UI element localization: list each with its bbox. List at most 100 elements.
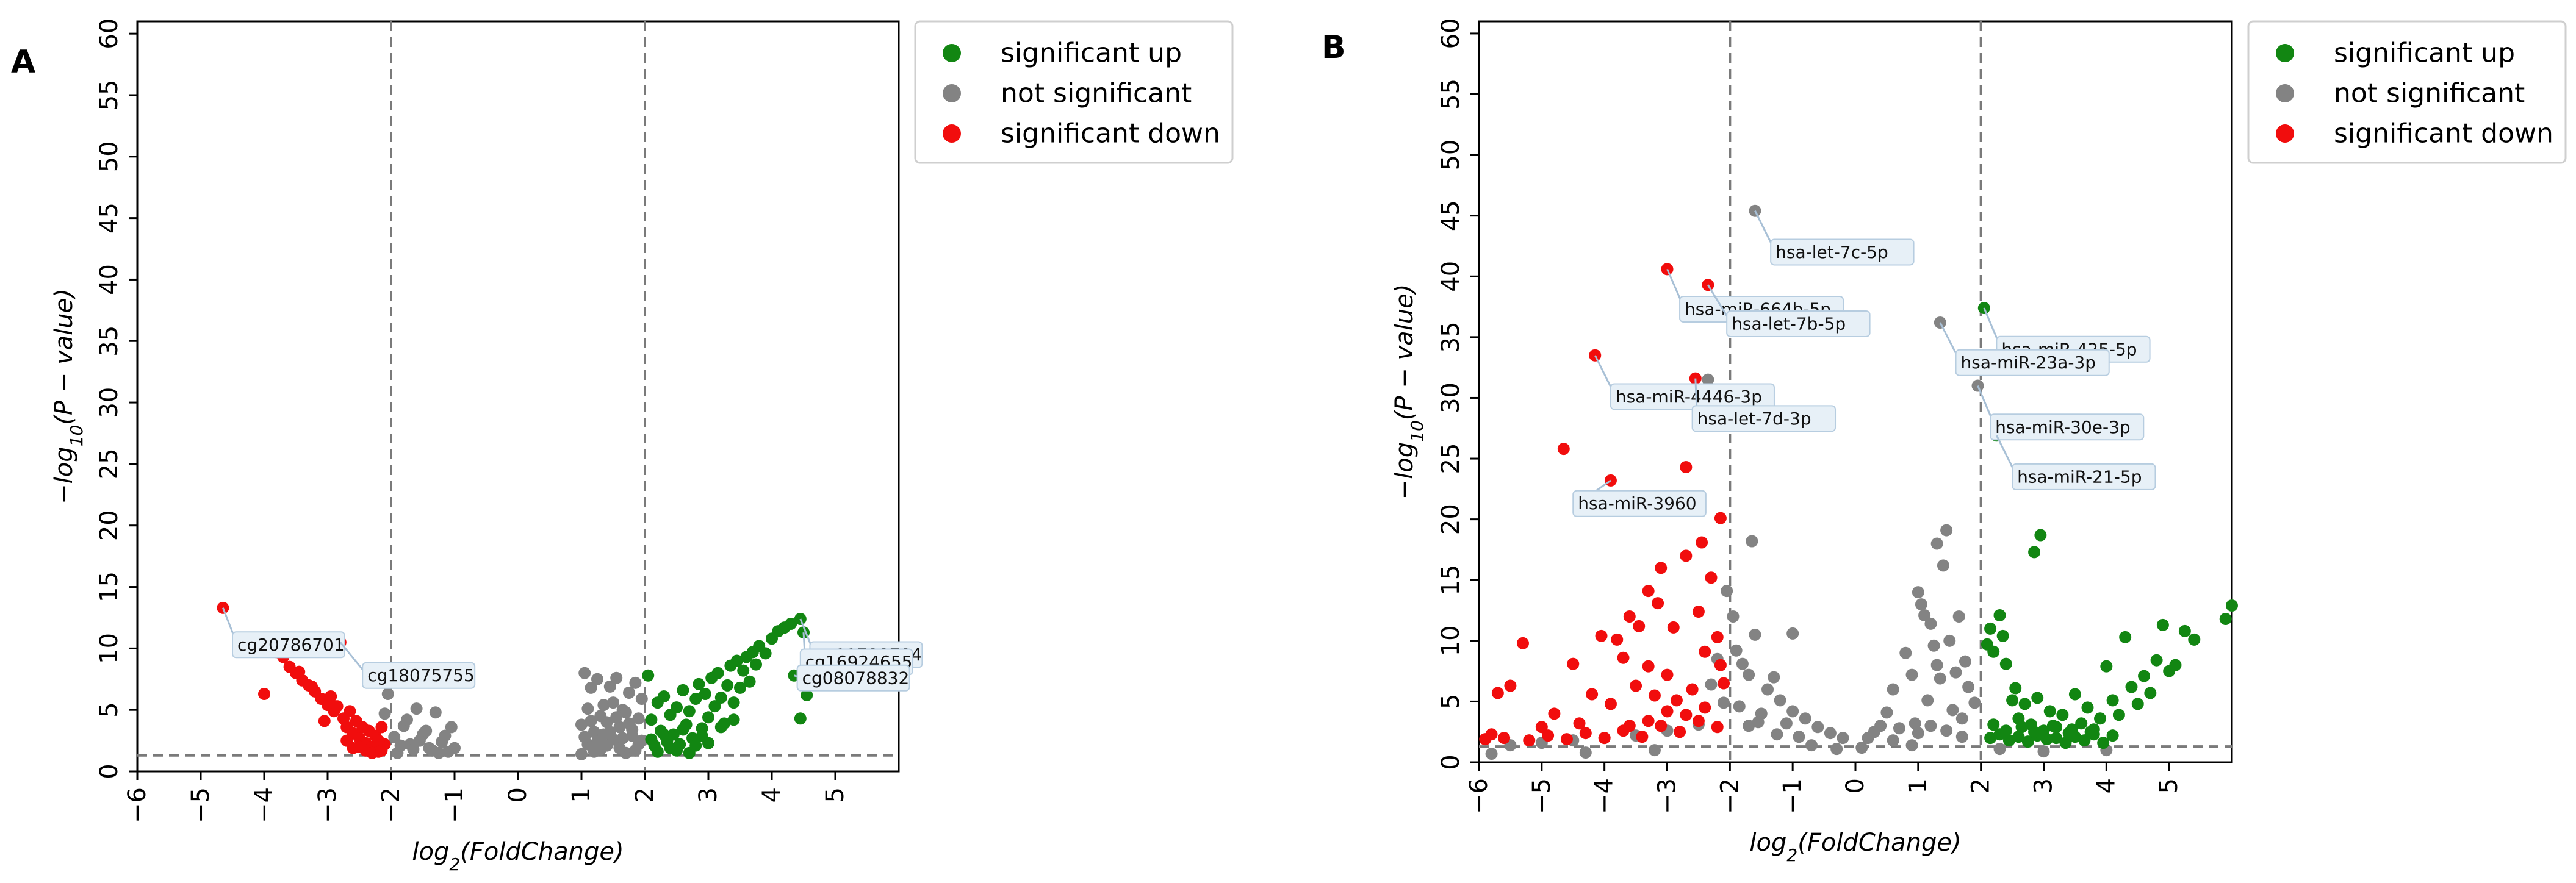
data-point-significant-down: [1714, 512, 1727, 524]
plot-frame: [136, 20, 900, 773]
data-point-significant-up: [651, 745, 664, 758]
annotation-label: hsa-miR-30e-3p: [1995, 417, 2131, 437]
data-point-significant-up: [2219, 612, 2232, 625]
y-tick-label: 5: [95, 702, 123, 717]
data-point-not-significant: [1940, 524, 1953, 537]
data-point-not-significant: [1905, 668, 1918, 681]
x-tick-label: −6: [123, 787, 151, 823]
data-point-significant-up: [785, 618, 797, 631]
data-point-significant-up: [658, 728, 671, 741]
data-point-significant-down: [1504, 679, 1517, 692]
data-point-significant-down: [1586, 688, 1599, 701]
data-point-not-significant: [1918, 609, 1931, 621]
data-point-not-significant: [1749, 628, 1761, 641]
y-tick-label: 20: [1437, 504, 1465, 535]
data-point-not-significant: [1887, 683, 1899, 696]
y-tick-label: 50: [95, 141, 123, 172]
data-point-significant-down: [1636, 731, 1649, 743]
data-point-significant-up: [645, 733, 658, 746]
annotation-label: hsa-miR-3960: [1578, 493, 1696, 513]
data-point-significant-up: [689, 739, 702, 752]
legend-marker: [943, 44, 961, 62]
y-tick-label: 10: [95, 633, 123, 664]
data-point-significant-up: [693, 677, 705, 690]
x-tick-label: 2: [1967, 778, 1995, 793]
data-point-not-significant: [1805, 739, 1818, 752]
data-point-significant-down: [1579, 727, 1592, 740]
data-point-not-significant: [578, 731, 591, 743]
data-point-significant-up: [1999, 724, 2012, 737]
data-point-significant-up: [750, 658, 762, 671]
data-point-not-significant: [439, 729, 452, 742]
data-point-not-significant: [600, 739, 613, 752]
data-point-significant-up: [2050, 732, 2063, 745]
annotation-label: hsa-miR-21-5p: [2017, 467, 2142, 487]
data-point-significant-up: [2065, 723, 2078, 736]
annotation-box: [232, 631, 345, 659]
data-point-significant-down: [1642, 585, 1655, 598]
data-point-significant-up: [699, 687, 711, 700]
data-point-not-significant: [1915, 598, 1927, 611]
data-point-significant-up: [2034, 529, 2047, 542]
y-tick-label: 5: [1437, 694, 1465, 709]
data-point-not-significant: [1912, 727, 1924, 740]
data-point-significant-up: [2144, 687, 2157, 699]
data-point-significant-up: [645, 713, 658, 726]
data-point-not-significant: [1721, 585, 1733, 598]
y-tick-label: 45: [1437, 200, 1465, 231]
data-point-significant-up: [2138, 670, 2151, 682]
data-point-significant-up: [2028, 546, 2041, 559]
data-point-not-significant: [619, 706, 632, 719]
data-point-significant-down: [1633, 620, 1646, 632]
data-point-not-significant: [1927, 639, 1940, 652]
data-point-significant-down: [1718, 677, 1730, 690]
data-point-significant-up: [1984, 732, 1997, 745]
x-tick-label: −6: [1465, 778, 1493, 814]
data-point-significant-down: [1498, 732, 1511, 745]
annotation-label: cg18075755: [367, 665, 475, 685]
data-point-significant-down: [1630, 679, 1642, 692]
data-point-not-significant: [407, 743, 420, 756]
data-point-not-significant: [623, 717, 635, 730]
data-point-not-significant: [1905, 739, 1918, 752]
x-tick-label: −2: [377, 787, 405, 823]
data-point-not-significant: [607, 696, 619, 709]
data-point-significant-up: [2084, 726, 2097, 738]
legend-marker: [943, 84, 961, 102]
data-point-significant-up: [714, 721, 727, 734]
legend-label: not significant: [2334, 78, 2525, 109]
data-point-significant-up: [2018, 698, 2031, 710]
data-point-not-significant: [1743, 668, 1755, 681]
data-point-significant-down: [1542, 729, 1555, 742]
annotation-box: [1572, 490, 1707, 517]
data-point-not-significant: [420, 724, 433, 737]
data-point-not-significant: [597, 728, 610, 741]
data-point-significant-up: [2059, 737, 2072, 749]
x-tick-label: 3: [2030, 778, 2058, 793]
data-point-not-significant: [632, 712, 645, 725]
data-point-significant-down: [1611, 633, 1624, 646]
plot-frame: [1478, 20, 2233, 763]
data-point-not-significant: [603, 680, 616, 693]
x-tick-label: −5: [1528, 778, 1556, 814]
data-point-not-significant: [1921, 694, 1934, 707]
data-point-not-significant: [613, 742, 626, 754]
annotation-box: [362, 662, 476, 689]
data-point-significant-down: [1689, 372, 1702, 385]
data-point-significant-up: [2056, 709, 2069, 721]
data-point-significant-down: [1686, 683, 1699, 696]
annotations: cg20786701cg18075755cg11799704cg16924655…: [222, 607, 923, 692]
data-point-significant-up: [2081, 701, 2094, 714]
x-tick-label: 5: [821, 787, 849, 803]
data-point-significant-up: [2002, 734, 2015, 747]
data-point-significant-up: [737, 664, 750, 677]
panel-label-a: A: [11, 44, 36, 80]
x-tick-label: −3: [314, 787, 342, 823]
data-point-significant-down: [293, 665, 306, 678]
data-point-not-significant: [585, 681, 597, 694]
data-point-significant-down: [365, 746, 378, 759]
data-point-significant-down: [318, 715, 331, 727]
data-point-significant-down: [1674, 726, 1686, 738]
data-point-significant-down: [306, 680, 318, 693]
x-tick-label: −4: [1591, 778, 1619, 814]
